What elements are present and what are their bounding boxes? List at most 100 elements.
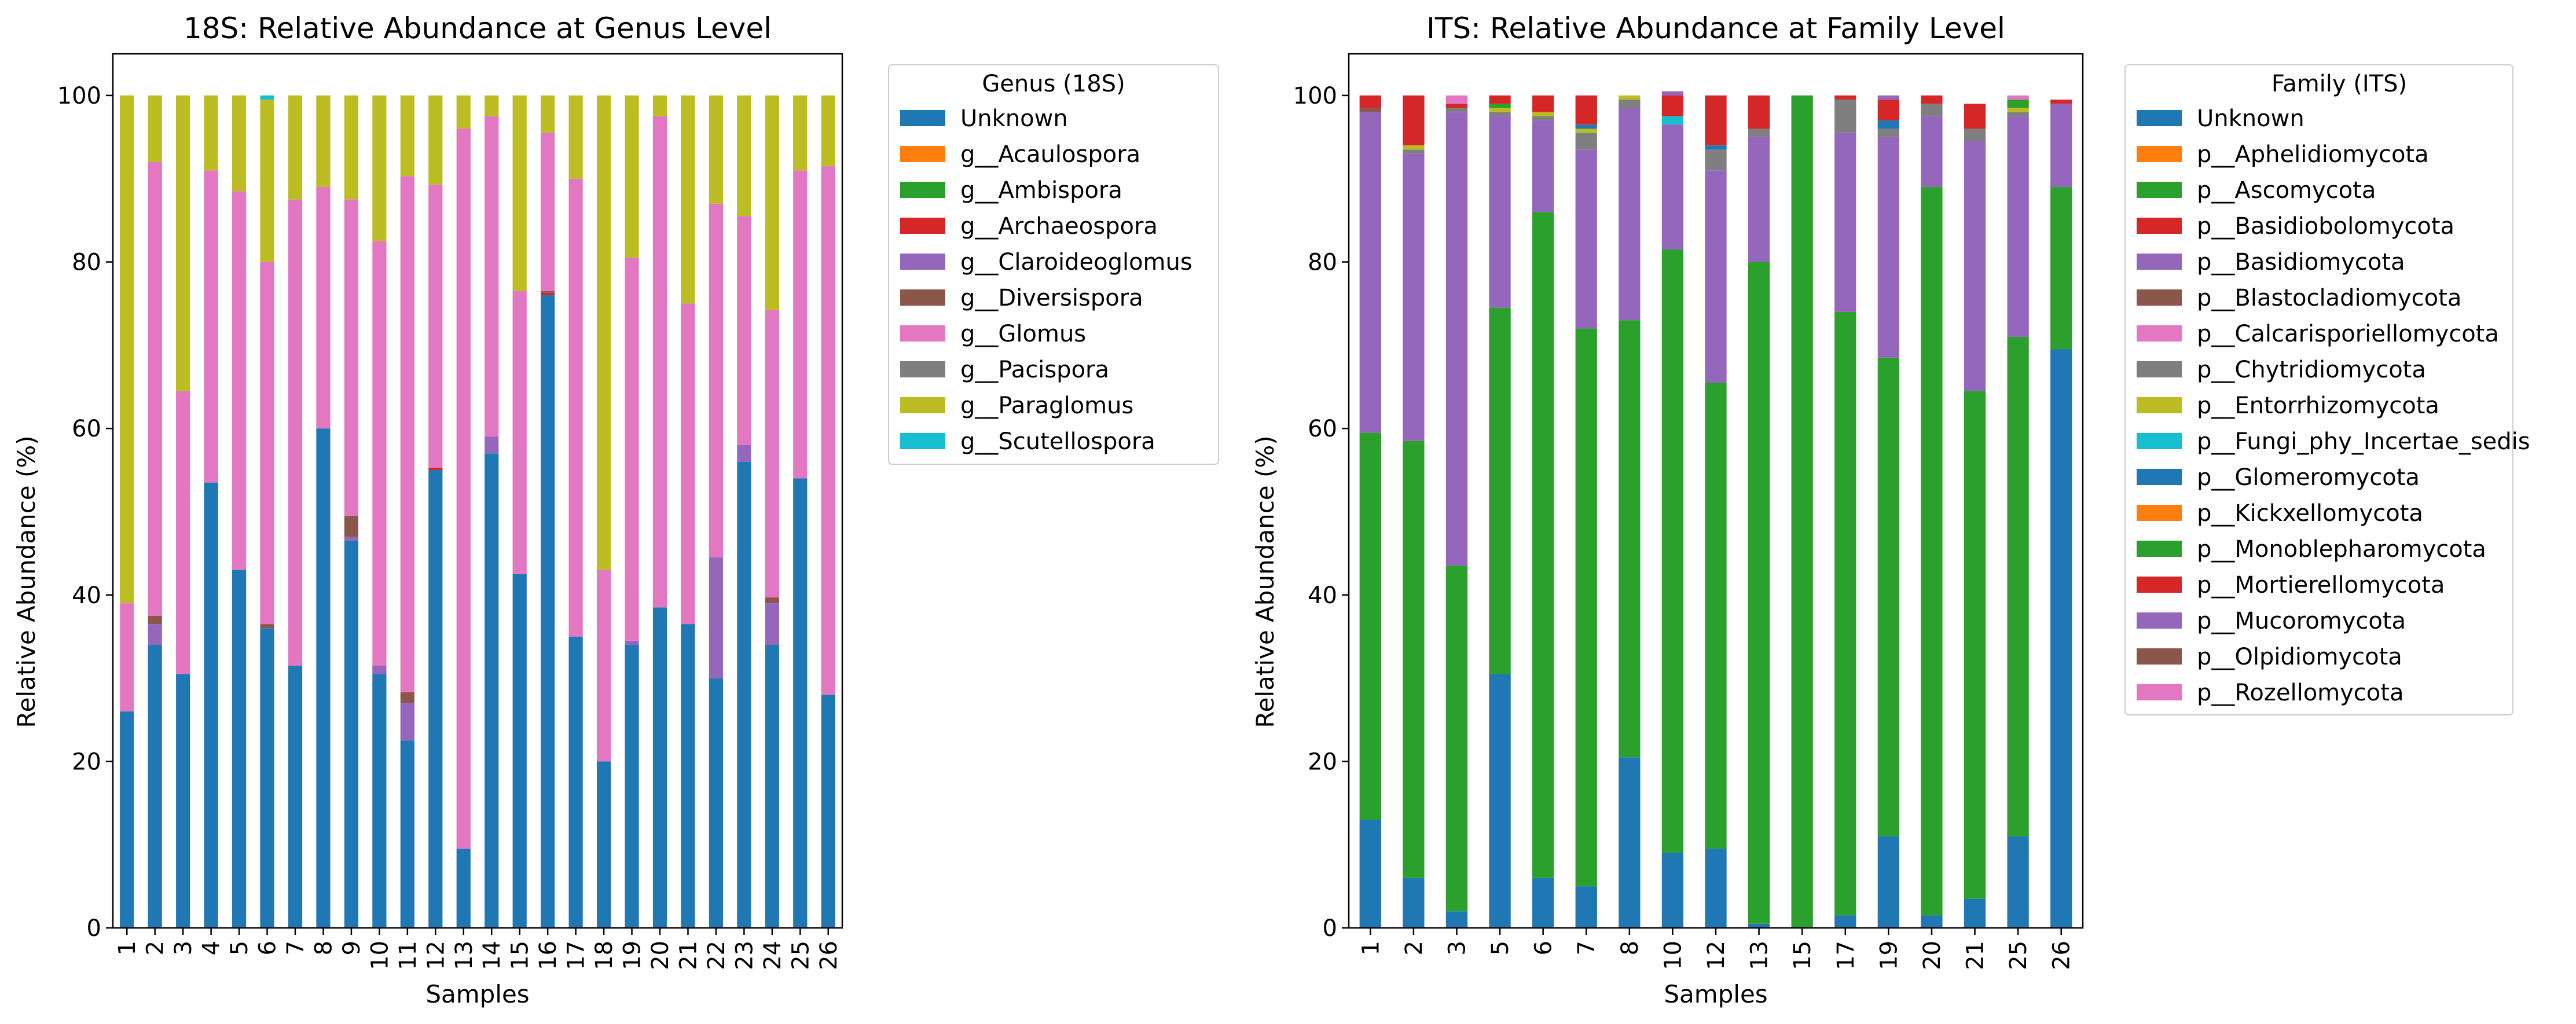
chart-its-bar-segment — [1877, 836, 1899, 928]
chart-its-x-tick-label: 6 — [1531, 941, 1557, 955]
chart-its-y-tick-label: 0 — [1323, 915, 1337, 942]
chart-its-legend: Family (ITS) Unknown p__Aphelidiomycota p_… — [2124, 64, 2530, 715]
chart-18s-bar-segment — [316, 95, 331, 188]
chart-its-bar-segment — [2007, 108, 2029, 112]
chart-its-legend-label: p__Mortierellomycota — [2197, 572, 2445, 599]
chart-its-bar-segment — [1445, 95, 1468, 104]
chart-18s-bar-segment — [765, 95, 779, 310]
chart-18s-bar-segment — [148, 162, 162, 616]
chart-its-bar-segment — [1489, 108, 1511, 112]
chart-its-legend-swatch — [2137, 361, 2182, 377]
chart-18s-bar-segment — [625, 95, 639, 258]
chart-18s-x-tick-label: 17 — [563, 941, 590, 970]
chart-18s-x-tick-label: 18 — [591, 941, 618, 970]
chart-its-bar-segment — [1532, 120, 1554, 212]
chart-18s-legend-title: Genus (18S) — [982, 71, 1125, 97]
chart-18s-bar-segment — [625, 645, 639, 928]
chart-its-bar-segment — [1445, 104, 1468, 108]
chart-its-x-tick-label: 19 — [1876, 941, 1902, 970]
chart-its-bar-segment — [2050, 100, 2072, 104]
chart-its-legend-swatch — [2137, 541, 2182, 557]
chart-its-legend-swatch — [2137, 325, 2182, 342]
chart-its-bar-segment — [1359, 432, 1381, 820]
chart-18s-bar-segment — [344, 516, 359, 537]
chart-its-bar-segment — [1532, 112, 1554, 116]
chart-its-bar-segment — [1791, 95, 1813, 928]
chart-its-bar-segment — [1532, 95, 1554, 112]
chart-18s-y-axis-label: Relative Abundance (%) — [12, 435, 41, 728]
chart-its-x-tick-label: 5 — [1487, 941, 1514, 955]
chart-18s-bar-segment — [120, 95, 134, 604]
chart-18s-bar-segment — [372, 95, 387, 241]
chart-18s-bar-segment — [541, 292, 555, 296]
chart-18s-x-axis-label: Samples — [425, 980, 529, 1008]
chart-18s-bar-segment — [485, 453, 499, 928]
chart-18s-bar-segment — [260, 624, 274, 629]
chart-its-legend-label: p__Rozellomycota — [2197, 680, 2403, 706]
chart-18s-y-tick-label: 100 — [57, 83, 101, 109]
chart-its-legend-label: p__Glomeromycota — [2197, 464, 2420, 491]
chart-its-bar-segment — [2007, 95, 2029, 100]
chart-its-x-tick-label: 12 — [1703, 941, 1730, 970]
chart-18s-legend-label: g__Glomus — [960, 321, 1086, 347]
chart-18s-bar-segment — [793, 95, 808, 171]
chart-18s-bar-segment — [372, 674, 387, 928]
chart-its-bar-segment — [1489, 116, 1511, 308]
chart-its-legend-swatch — [2137, 612, 2182, 629]
chart-its-bar-segment — [2050, 349, 2072, 928]
chart-18s-bar-segment — [821, 695, 835, 928]
chart-18s-x-tick-label: 21 — [675, 941, 702, 970]
chart-18s-bar-segment — [737, 216, 751, 445]
chart-18s-bar-segment — [596, 570, 611, 762]
chart-its-legend-label: Unknown — [2197, 105, 2305, 132]
chart-its-bar-segment — [1619, 320, 1641, 758]
chart-its-bar-segment — [1705, 170, 1727, 383]
chart-its-legend-label: p__Fungi_phy_Incertae_sedis — [2197, 428, 2530, 455]
chart-18s-bar-segment — [456, 849, 471, 928]
chart-18s-bar-segment — [260, 100, 274, 262]
chart-its-x-tick-label: 20 — [1919, 941, 1946, 970]
chart-18s-x-tick-label: 19 — [619, 941, 646, 970]
chart-its-legend-label: p__Ascomycota — [2197, 177, 2376, 204]
chart-its-bar-segment — [1359, 820, 1381, 928]
chart-18s-bar-segment — [709, 678, 724, 928]
chart-its-bar-segment — [2007, 836, 2029, 928]
chart-its-x-tick-label: 25 — [2005, 941, 2032, 970]
chart-its-legend-label: p__Kickxellomycota — [2197, 500, 2423, 527]
chart-its-bar-segment — [1748, 923, 1770, 928]
chart-18s-bar-segment — [176, 674, 190, 928]
chart-its-bars — [1359, 91, 2072, 928]
chart-18s-bar-segment — [821, 166, 835, 695]
chart-18s-bar-segment — [596, 761, 611, 928]
chart-18s-x-tick-label: 6 — [255, 941, 281, 955]
chart-18s-bar-segment — [316, 428, 331, 928]
chart-18s-bar-segment — [260, 262, 274, 625]
chart-18s-y-tick-label: 60 — [72, 416, 101, 442]
chart-18s-bar-segment — [596, 95, 611, 570]
chart-its-bar-segment — [1575, 886, 1597, 928]
chart-18s-x-tick-label: 1 — [114, 941, 141, 955]
chart-its-bar-segment — [1575, 95, 1597, 125]
chart-18s-bar-segment — [232, 191, 247, 570]
chart-18s-bar-segment — [765, 310, 779, 598]
chart-its-legend-swatch — [2137, 469, 2182, 485]
chart-its-x-tick-label: 1 — [1357, 941, 1384, 955]
chart-18s-bar-segment — [204, 482, 218, 928]
chart-its-bar-segment — [1575, 133, 1597, 150]
chart-18s-bar-segment — [120, 603, 134, 712]
chart-its-legend-swatch — [2137, 182, 2182, 198]
chart-its-bar-segment — [1748, 95, 1770, 129]
chart-18s-bar-segment — [485, 436, 499, 454]
chart-18s-bar-segment — [176, 391, 190, 674]
chart-18s-legend-swatch — [900, 110, 945, 126]
chart-18s-x-tick-label: 23 — [731, 941, 758, 970]
chart-18s-x-tick-label: 25 — [787, 941, 814, 970]
chart-its-bar-segment — [1964, 898, 1986, 928]
chart-18s-bar-segment — [681, 624, 695, 928]
chart-its-bar-segment — [2050, 187, 2072, 350]
chart-its: ITS: Relative Abundance at Family Level … — [1251, 12, 2530, 1008]
chart-18s-bar-segment — [793, 478, 808, 928]
chart-18s-legend-label: g__Archaeospora — [960, 213, 1158, 240]
